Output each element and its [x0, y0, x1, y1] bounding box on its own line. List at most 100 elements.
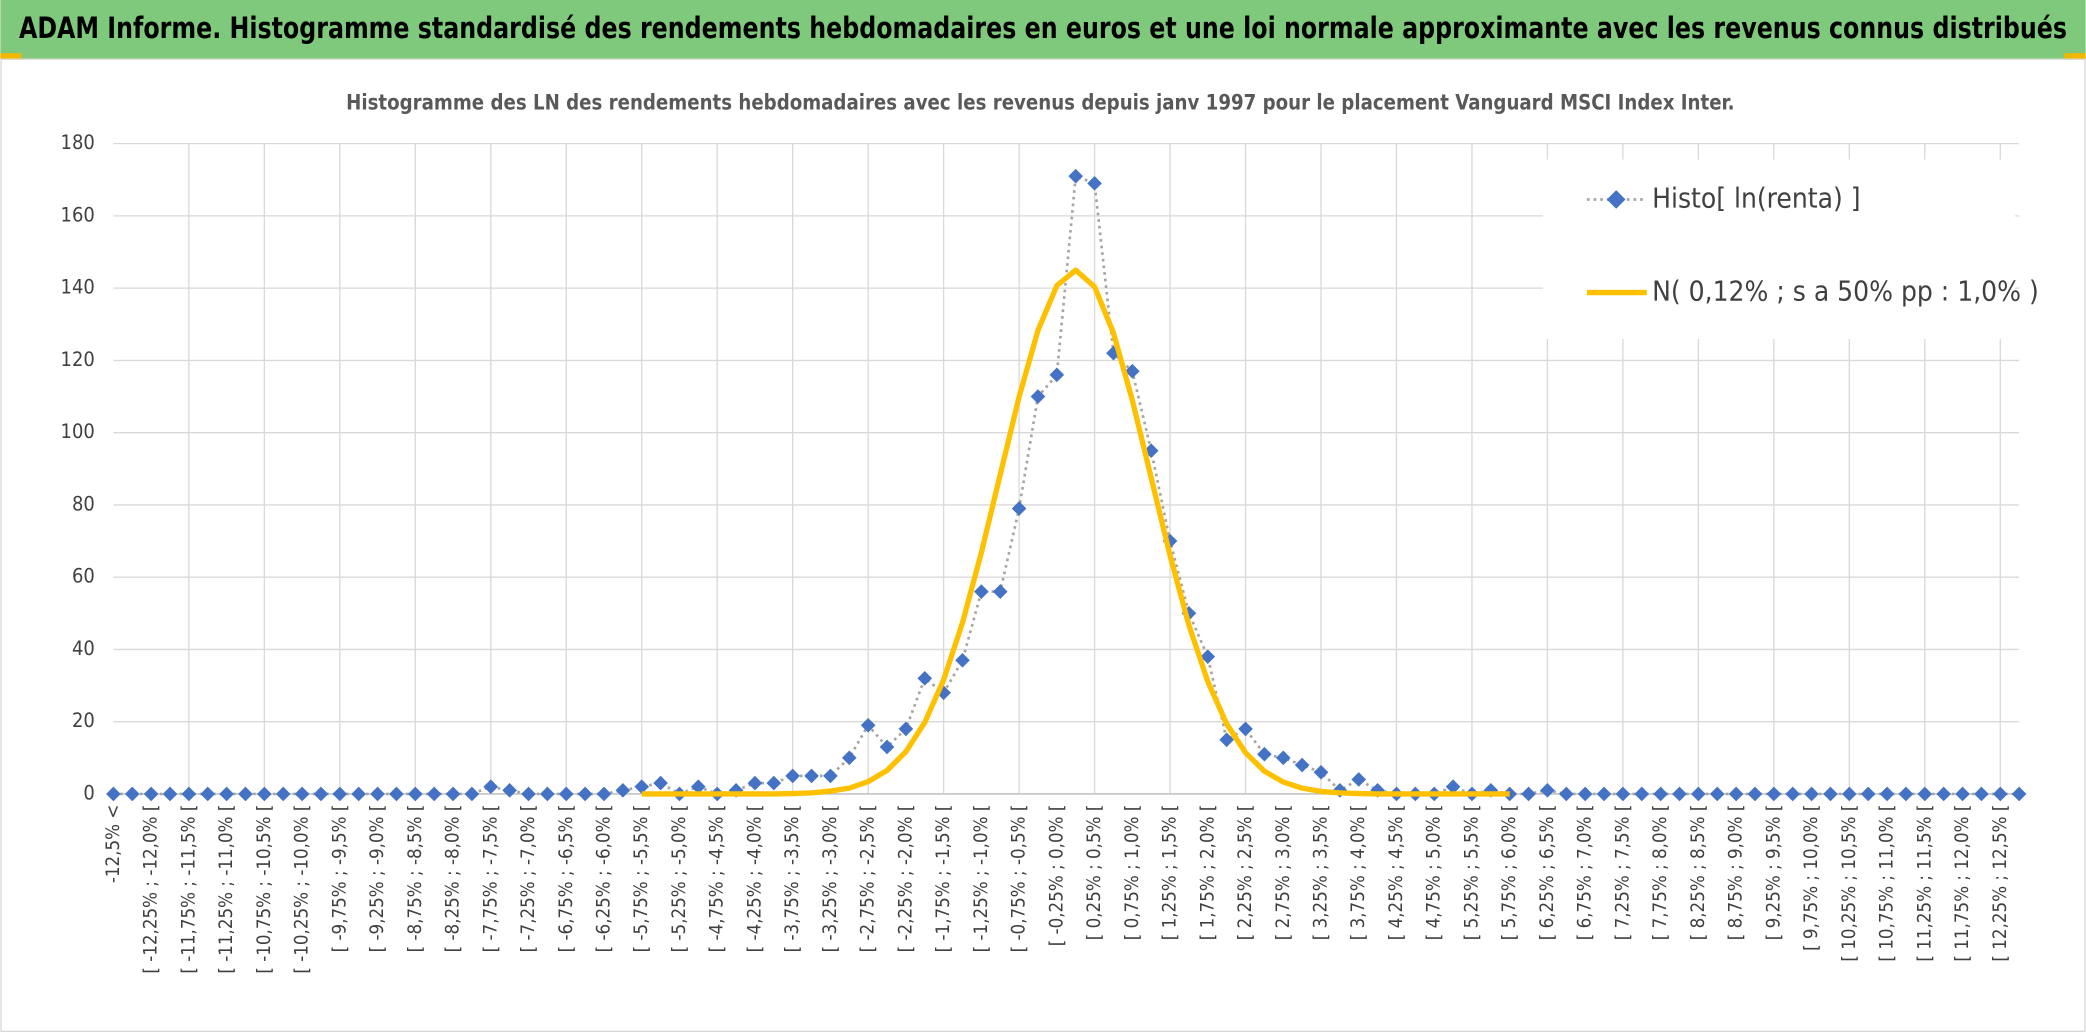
x-tick-label: [ 10,25% ; 10,5% [ [1839, 805, 1860, 962]
x-tick-label: [ 8,25% ; 8,5% [ [1688, 805, 1709, 941]
x-tick-label: [ -3,75% ; -3,5% [ [782, 805, 803, 953]
x-tick-label: [ -12,25% ; -12,0% [ [141, 805, 162, 974]
header-accent [0, 53, 22, 60]
x-tick-label: [ 8,75% ; 9,0% [ [1726, 805, 1747, 941]
x-tick-label: [ -0,25% ; 0,0% [ [1046, 805, 1067, 947]
data-point [917, 671, 933, 686]
data-point [502, 783, 517, 798]
data-point [1596, 786, 1612, 802]
data-point [1219, 732, 1234, 748]
data-point [691, 779, 706, 795]
x-tick-label: [ -1,25% ; -1,0% [ [971, 805, 992, 953]
data-point [1691, 786, 1706, 802]
x-tick-label: [ 11,75% ; 12,0% [ [1952, 805, 1973, 962]
y-tick-label: 100 [61, 419, 95, 443]
x-tick-label: [ 0,75% ; 1,0% [ [1122, 805, 1143, 941]
data-point [389, 786, 404, 802]
data-point [615, 783, 631, 798]
x-tick-label: [ -8,25% ; -8,0% [ [443, 805, 464, 953]
legend-label: Histo[ ln(renta) ] [1652, 181, 1860, 214]
legend-box [1543, 159, 2016, 340]
data-point [558, 786, 574, 802]
data-point [1502, 786, 1518, 802]
x-tick-label: [ 0,25% ; 0,5% [ [1084, 805, 1105, 941]
x-tick-label: [ 1,75% ; 2,0% [ [1197, 805, 1218, 941]
x-tick-label: [ 2,25% ; 2,5% [ [1235, 805, 1256, 941]
data-point [1823, 786, 1838, 802]
data-point [1030, 389, 1046, 404]
y-tick-label: 0 [83, 780, 94, 804]
data-point [1747, 786, 1763, 802]
data-point [275, 786, 291, 802]
x-tick-label: [ -11,25% ; -11,0% [ [216, 805, 237, 974]
y-tick-label: 80 [72, 491, 95, 515]
x-tick-label: [ -10,75% ; -10,5% [ [254, 805, 275, 974]
data-point [823, 768, 838, 784]
data-point [1257, 746, 1272, 762]
x-tick-label: [ -0,75% ; -0,5% [ [1009, 805, 1030, 953]
data-point [1672, 786, 1687, 802]
x-tick-label: [ 2,75% ; 3,0% [ [1273, 805, 1294, 941]
data-point [200, 786, 216, 802]
data-point [1728, 786, 1744, 802]
data-point [1974, 786, 1989, 802]
data-point [1011, 501, 1027, 516]
data-point [426, 786, 442, 802]
x-tick-label: -12,5% < [103, 805, 124, 884]
data-point [1577, 786, 1593, 802]
data-point [1804, 786, 1819, 802]
data-point [955, 652, 970, 668]
data-point [898, 721, 914, 737]
data-point [1860, 786, 1876, 802]
data-point [1709, 786, 1725, 802]
data-point [1615, 786, 1631, 802]
data-point [407, 786, 423, 802]
x-tick-label: [ 6,75% ; 7,0% [ [1575, 805, 1596, 941]
data-point [1049, 367, 1065, 383]
data-point [351, 786, 367, 802]
data-point [1653, 786, 1668, 802]
data-point [521, 786, 536, 802]
data-point [1898, 786, 1914, 802]
y-tick-label: 160 [61, 202, 95, 226]
data-point [1143, 443, 1159, 459]
y-tick-label: 140 [61, 275, 95, 299]
data-point [1200, 649, 1216, 664]
data-point [2011, 786, 2027, 802]
x-tick-label: [ -2,75% ; -2,5% [ [858, 805, 879, 953]
data-point [1521, 786, 1536, 802]
x-tick-label: [ -6,75% ; -6,5% [ [556, 805, 577, 953]
data-point [1351, 772, 1367, 787]
legend-label: N( 0,12% ; s a 50% pp : 1,0% ) [1652, 275, 2039, 308]
data-point [257, 786, 272, 802]
data-point [1992, 786, 2008, 802]
data-point [106, 786, 121, 802]
x-tick-label: [ -9,75% ; -9,5% [ [329, 805, 350, 953]
data-point [1936, 786, 1951, 802]
data-point [992, 584, 1008, 599]
y-tick-label: 20 [72, 708, 95, 732]
data-point [1540, 783, 1555, 798]
data-point [1955, 786, 1970, 802]
x-tick-label: [ -8,75% ; -8,5% [ [405, 805, 426, 953]
data-point [860, 717, 876, 733]
x-tick-label: [ -9,25% ; -9,0% [ [367, 805, 388, 953]
legend-marker [1606, 190, 1626, 209]
header-accent [2064, 53, 2086, 60]
x-tick-label: [ 3,75% ; 4,0% [ [1348, 805, 1369, 941]
data-point [238, 786, 253, 802]
x-tick-label: [ 6,25% ; 6,5% [ [1537, 805, 1558, 941]
data-point [974, 584, 989, 599]
x-tick-label: [ 5,75% ; 6,0% [ [1499, 805, 1520, 941]
x-tick-label: [ 1,25% ; 1,5% [ [1160, 805, 1181, 941]
data-point [540, 786, 555, 802]
data-point [1238, 721, 1253, 737]
data-point [1634, 786, 1650, 802]
data-point [313, 786, 329, 802]
x-tick-label: [ 7,25% ; 7,5% [ [1612, 805, 1633, 941]
header-title: ADAM Informe. Histogramme standardisé de… [19, 11, 2067, 45]
data-point [1879, 786, 1895, 802]
data-point [124, 786, 140, 802]
x-tick-label: [ 7,75% ; 8,0% [ [1650, 805, 1671, 941]
header-bar [0, 0, 2086, 59]
